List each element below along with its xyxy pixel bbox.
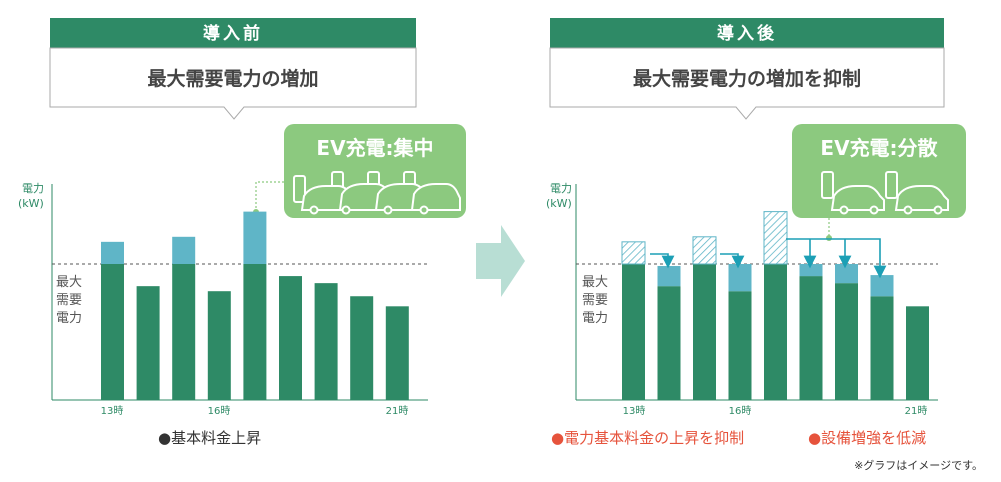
before-tick-21: 21時 (386, 405, 409, 417)
after-bar-base (906, 306, 929, 400)
after-bar-ev (835, 264, 858, 284)
after-peak-label-2: 需要 (582, 293, 608, 308)
after-tick-21: 21時 (905, 405, 928, 417)
shift-arrows (650, 238, 887, 279)
before-tick-16: 16時 (208, 405, 231, 417)
after-legend-1: ●電力基本料金の上昇を抑制 (551, 429, 744, 447)
before-peak-label-3: 電力 (56, 311, 82, 326)
before-callout-line (255, 181, 284, 212)
after-bar-base (835, 283, 858, 400)
before-bar-base (136, 286, 160, 400)
after-bar-ev (728, 264, 752, 292)
after-callout-dot (826, 235, 832, 241)
after-bar-ev (657, 266, 681, 287)
after-panel: 導入後 最大需要電力の増加を抑制 EV充電:分散 電力 (kW) 最大 (546, 18, 983, 472)
after-bars (621, 211, 929, 400)
before-header: 導入前 (203, 23, 263, 44)
after-bar-base (799, 276, 823, 400)
shift-arrow-3 (786, 238, 887, 279)
after-bar-removed (621, 241, 646, 265)
after-unit-1: 電力 (550, 182, 572, 195)
before-bar-base (243, 264, 267, 400)
before-legend: ●基本料金上昇 (158, 429, 261, 447)
after-bar-base (622, 264, 645, 400)
before-title: 最大需要電力の増加 (147, 67, 318, 90)
before-bar-ev (243, 211, 267, 264)
after-title-box (549, 47, 945, 120)
before-unit-1: 電力 (22, 182, 44, 195)
before-bar-base (207, 291, 231, 400)
ev-charger-car-icon (293, 171, 461, 215)
before-title-box (49, 47, 417, 120)
after-bar-base (764, 264, 787, 400)
before-ev-callout: EV充電:集中 (253, 124, 466, 218)
after-header: 導入後 (717, 23, 777, 44)
before-bar-base (279, 276, 302, 400)
shift-arrow-2 (720, 253, 745, 269)
ev-charger-car-icon (821, 171, 949, 215)
before-peak-label-2: 需要 (56, 293, 82, 308)
after-peak-label-1: 最大 (582, 275, 608, 290)
after-bar-base (870, 296, 894, 400)
after-bar-base (657, 286, 681, 400)
before-bars (101, 211, 409, 400)
after-bar-ev (870, 275, 894, 297)
after-bar-removed (763, 211, 788, 265)
after-peak-label-3: 電力 (582, 311, 608, 326)
before-ev-label: EV充電:集中 (316, 136, 433, 160)
before-bar-ev (172, 236, 196, 264)
shift-arrow-1 (650, 253, 675, 269)
after-tick-16: 16時 (729, 405, 752, 417)
before-bar-base (350, 296, 374, 400)
right-chevron-arrow-icon (476, 225, 525, 297)
before-panel: 導入前 最大需要電力の増加 EV充電:集中 (18, 18, 466, 447)
before-unit-2: (kW) (18, 197, 44, 210)
before-bar-base (101, 264, 124, 400)
note: ※グラフはイメージです。 (854, 458, 983, 472)
after-ev-callout: EV充電:分散 (792, 124, 966, 241)
after-header-bar (550, 18, 944, 48)
before-tick-13: 13時 (101, 405, 124, 417)
after-legend-2: ●設備増強を低減 (808, 429, 926, 447)
after-unit-2: (kW) (546, 197, 572, 210)
after-bar-removed (692, 236, 717, 265)
before-peak-label-1: 最大 (56, 275, 82, 290)
before-bar-base (385, 306, 409, 400)
after-bar-base (693, 264, 716, 400)
after-title: 最大需要電力の増加を抑制 (633, 67, 861, 90)
after-bar-base (728, 291, 752, 400)
before-bar-base (172, 264, 196, 400)
before-header-bar (50, 18, 416, 48)
after-bar-ev (799, 264, 823, 277)
before-bar-base (314, 283, 338, 400)
before-bar-ev (101, 241, 124, 264)
after-ev-label: EV充電:分散 (820, 136, 938, 160)
after-tick-13: 13時 (623, 405, 646, 417)
